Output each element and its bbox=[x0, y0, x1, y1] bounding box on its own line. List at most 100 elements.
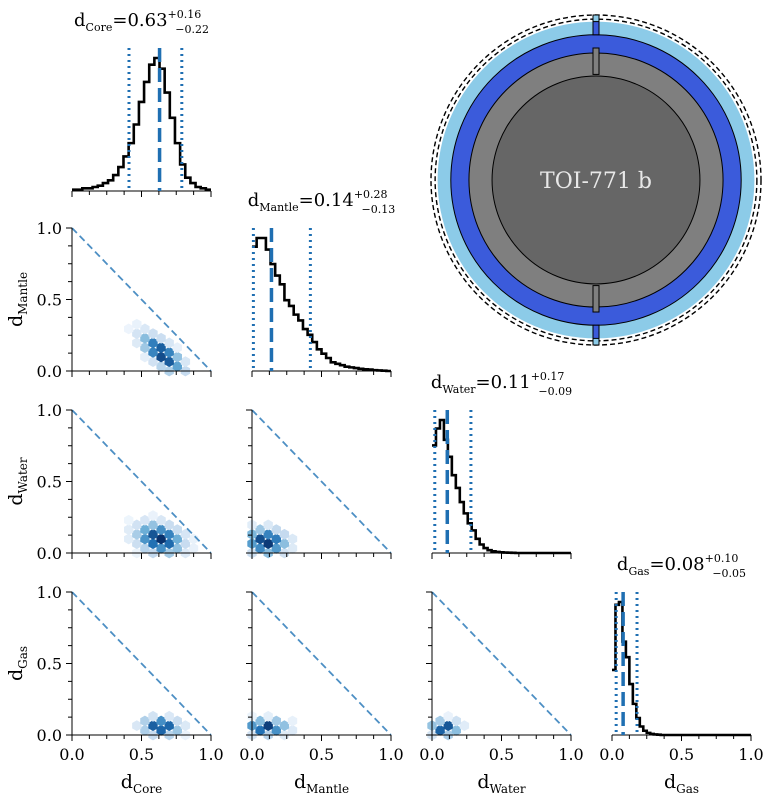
histogram-line-mantle bbox=[252, 236, 391, 373]
hexbin-cell bbox=[279, 528, 290, 540]
hexbin-cell bbox=[140, 351, 150, 363]
hexbin-cell bbox=[255, 533, 265, 545]
title-plus: +0.17 bbox=[531, 370, 565, 383]
title-plus: +0.16 bbox=[168, 8, 202, 21]
x-axis-label-core-text: dCore bbox=[121, 771, 162, 796]
hexbin-cell bbox=[132, 519, 142, 531]
hexbin-cell bbox=[156, 715, 166, 727]
layer-uncertainty-bar-mantle bbox=[592, 285, 600, 313]
x-tick-label: 0.0 bbox=[419, 745, 444, 764]
hexbin-cell bbox=[451, 724, 461, 736]
y-axis-label-mantle-text: dMantle bbox=[5, 272, 30, 327]
hexbin-cell bbox=[148, 328, 158, 339]
title-median: 0.63 bbox=[127, 10, 167, 31]
hist-title-gas: dGas=0.08+0.10 −0.05 bbox=[617, 552, 746, 580]
constraint-line bbox=[251, 591, 392, 736]
layer-uncertainty-bar-gas bbox=[592, 14, 600, 23]
hexbin-cell bbox=[156, 533, 166, 545]
x-tick-label: 1.0 bbox=[738, 745, 763, 764]
planet-name-label: TOI-771 b bbox=[540, 169, 652, 194]
title-sub: Gas bbox=[628, 565, 649, 578]
y-axis-label-mantle: dMantle bbox=[5, 272, 30, 327]
y-axis-label-gas-sub: Gas bbox=[16, 646, 30, 669]
hexbin-cell bbox=[287, 542, 298, 554]
hexbin-cell bbox=[140, 724, 150, 736]
hexbin-cell bbox=[164, 356, 174, 368]
x-axis-label-core-sub: Core bbox=[133, 782, 162, 796]
y-axis-label-water: dWater bbox=[5, 457, 30, 506]
hexbin-cell bbox=[140, 542, 150, 554]
hexbin-cell bbox=[132, 720, 142, 732]
title-eq: = bbox=[299, 190, 314, 211]
layer-core bbox=[491, 75, 701, 285]
y-axis-label-water-text: dWater bbox=[5, 457, 30, 506]
hexbin-cell bbox=[180, 538, 191, 550]
hexbin-cell bbox=[180, 720, 191, 732]
hexbin-cell bbox=[132, 337, 142, 349]
x-axis-label-mantle-sub: Mantle bbox=[306, 782, 349, 796]
hexbin-cell bbox=[140, 514, 150, 526]
hexbin-cell bbox=[287, 715, 298, 727]
x-axis-label-water: dWater bbox=[477, 771, 526, 796]
hexbin-cell bbox=[164, 538, 174, 550]
x-axis-label-core: dCore bbox=[121, 771, 162, 796]
hexbin-cell bbox=[156, 524, 166, 536]
hexbin-cell bbox=[172, 724, 182, 736]
hexbin-cell bbox=[132, 328, 142, 339]
layer-uncertainty-bar-mantle bbox=[592, 47, 600, 75]
hexbin-cell bbox=[148, 510, 158, 521]
x-axis-label-gas: dGas bbox=[664, 771, 699, 796]
y-tick-label: 1.0 bbox=[37, 583, 62, 602]
title-plus: +0.28 bbox=[354, 188, 388, 201]
title-median: 0.08 bbox=[665, 554, 705, 575]
x-tick-label: 0.0 bbox=[239, 745, 264, 764]
x-axis-label-mantle-text: dMantle bbox=[294, 771, 349, 796]
hist-panel-gas: dGas=0.08+0.10 −0.05 bbox=[611, 552, 752, 741]
hist-title-water: dWater=0.11+0.17 −0.09 bbox=[431, 370, 572, 398]
constraint-line bbox=[71, 227, 212, 372]
title-median: 0.14 bbox=[314, 190, 354, 211]
hexbin-cell bbox=[180, 528, 191, 540]
hexbin-cell bbox=[148, 356, 158, 368]
hexbin-cell bbox=[140, 332, 150, 344]
title-minus: −0.13 bbox=[362, 203, 396, 216]
title-sub: Core bbox=[86, 21, 113, 34]
hist-panel-core: dCore=0.63+0.16 −0.22 bbox=[71, 8, 212, 197]
hexbin-cell bbox=[255, 524, 265, 536]
density-panel-mantle-gas bbox=[246, 591, 392, 741]
hexbin-cell bbox=[132, 318, 142, 330]
x-axis-label-gas-sub: Gas bbox=[676, 782, 699, 796]
x-tick-label: 0.5 bbox=[489, 745, 514, 764]
hexbin-cell bbox=[164, 710, 174, 722]
density-panel-water-gas bbox=[426, 591, 572, 741]
hexbin-cell bbox=[435, 715, 445, 727]
hexbin-cell bbox=[451, 715, 461, 727]
x-axis-label-water-sub: Water bbox=[490, 782, 526, 796]
x-tick-label: 0.5 bbox=[669, 745, 694, 764]
hexbin-cell bbox=[148, 337, 158, 349]
title-sub: Mantle bbox=[259, 201, 298, 214]
hexbin-cell bbox=[148, 710, 158, 722]
x-tick-label: 0.0 bbox=[599, 745, 624, 764]
hexbin-cell bbox=[132, 538, 142, 550]
title-eq: = bbox=[476, 372, 491, 393]
hexbin-cell bbox=[148, 346, 158, 358]
y-tick-label: 0.0 bbox=[37, 544, 62, 563]
title-minus: −0.09 bbox=[538, 385, 572, 398]
constraint-line bbox=[251, 409, 392, 554]
x-axis-label-mantle: dMantle bbox=[294, 771, 349, 796]
hexbin-cell bbox=[164, 528, 174, 540]
hexbin-cell bbox=[140, 342, 150, 354]
hexbin-cell bbox=[140, 524, 150, 536]
title-base: d bbox=[431, 372, 443, 393]
hexbin-cell bbox=[271, 533, 281, 545]
title-minus: −0.22 bbox=[175, 23, 209, 36]
hexbin-cell bbox=[156, 724, 166, 736]
histogram-line-core bbox=[72, 56, 211, 191]
x-axis-label-gas-text: dGas bbox=[664, 771, 699, 796]
density-panel-core-gas bbox=[66, 591, 212, 741]
hist-title-core: dCore=0.63+0.16 −0.22 bbox=[74, 8, 209, 36]
title-median: 0.11 bbox=[491, 372, 531, 393]
